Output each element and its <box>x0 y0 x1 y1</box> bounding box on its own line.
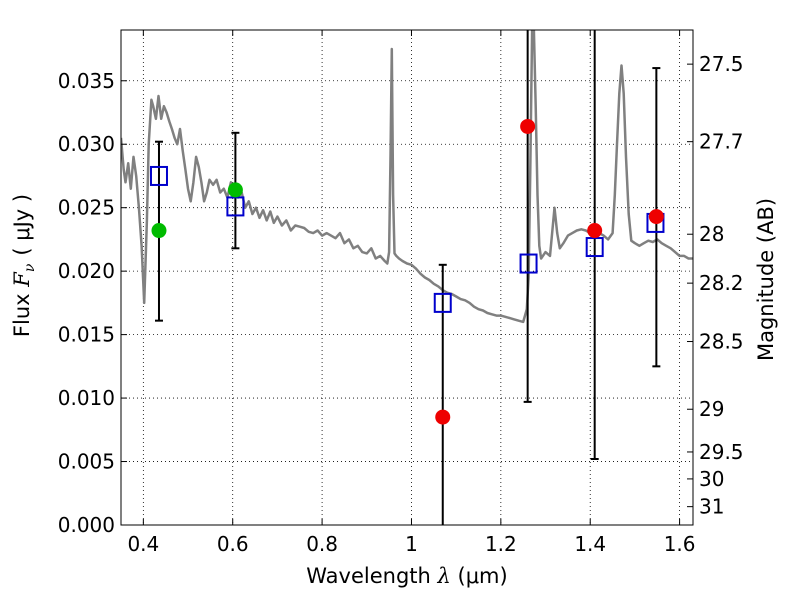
y-axis: 0.000 0.005 0.010 0.015 0.020 0.025 0.030 0.035 <box>58 69 127 537</box>
photometry-point-upper <box>520 118 536 134</box>
y-axis-label: Flux Fν ( μJy ) <box>10 194 38 337</box>
y-axis-label-prefix: Flux <box>10 287 34 337</box>
y-tick-label: 0.020 <box>58 259 115 283</box>
y-tick-label: 0.015 <box>58 323 115 347</box>
x-tick-label: 0.8 <box>306 532 338 556</box>
photometry-point-detected <box>227 182 243 198</box>
x-tick-label: 1.6 <box>664 532 696 556</box>
y2-tick-label: 27.7 <box>699 130 744 154</box>
y-tick-label: 0.010 <box>58 386 115 410</box>
model-box-marker <box>149 165 168 186</box>
y-axis-label-subscript: ν <box>22 263 38 272</box>
y2-tick-label: 28.5 <box>699 330 744 354</box>
grid <box>121 30 693 525</box>
photometry-point-upper <box>435 409 451 425</box>
photometry-point-detected <box>151 223 167 239</box>
x-tick-label: 0.4 <box>127 532 159 556</box>
y-tick-label: 0.030 <box>58 132 115 156</box>
x-axis: 0.4 0.6 0.8 1 1.2 1.4 1.6 <box>127 30 696 556</box>
y-tick-label: 0.005 <box>58 450 115 474</box>
x-axis-label-symbol: λ <box>437 564 451 588</box>
photometry-point-layer <box>151 118 664 425</box>
x-axis-label: Wavelength λ (μm) <box>306 564 507 588</box>
y2-axis: 27.5 27.7 28 28.2 28.5 29 29.5 30 31 <box>687 52 744 519</box>
plot-frame <box>120 29 694 526</box>
errorbar-layer <box>154 30 661 525</box>
y2-tick-label: 28.2 <box>699 271 744 295</box>
y-axis-label-symbol: F <box>10 271 34 288</box>
x-axis-label-prefix: Wavelength <box>306 564 437 588</box>
y2-axis-label: Magnitude (AB) <box>754 198 778 361</box>
spectrum-line <box>121 30 693 324</box>
y2-tick-label: 27.5 <box>699 52 744 76</box>
y2-tick-label: 29 <box>699 397 724 421</box>
photometry-point-upper <box>587 223 603 239</box>
x-tick-label: 1.4 <box>574 532 606 556</box>
y2-tick-label: 29.5 <box>699 440 744 464</box>
x-tick-label: 1.2 <box>485 532 517 556</box>
model-box-layer <box>149 165 665 313</box>
y-tick-label: 0.000 <box>58 513 115 537</box>
model-box-marker <box>433 292 452 313</box>
spectrum-layer <box>121 30 693 324</box>
y2-tick-label: 28 <box>699 222 724 246</box>
y-tick-label: 0.035 <box>58 69 115 93</box>
y2-tick-label: 30 <box>699 467 724 491</box>
y-tick-label: 0.025 <box>58 196 115 220</box>
y2-tick-label: 31 <box>699 495 724 519</box>
photometry-point-upper <box>648 209 664 225</box>
x-tick-label: 0.6 <box>217 532 249 556</box>
y-axis-label-unit: ( μJy ) <box>10 194 34 256</box>
model-box-marker <box>519 253 538 274</box>
x-tick-label: 1 <box>405 532 418 556</box>
x-axis-label-unit: (μm) <box>451 564 508 588</box>
